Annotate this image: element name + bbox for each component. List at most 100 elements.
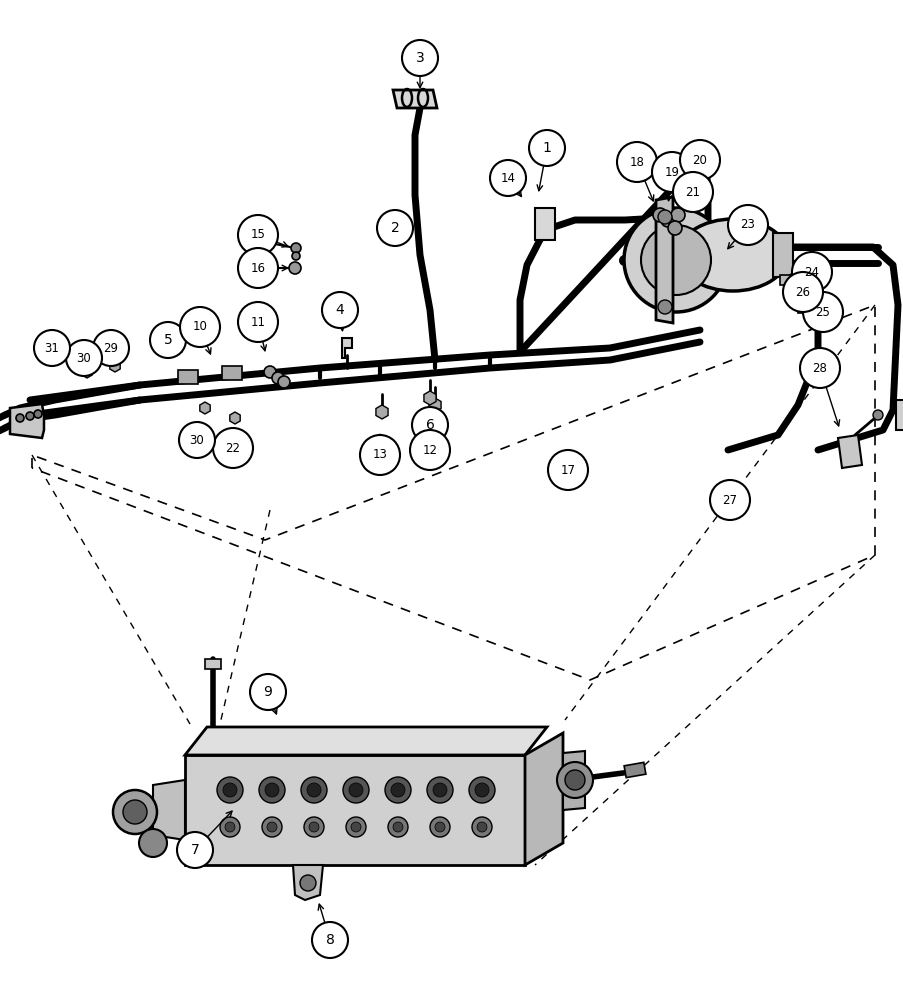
Polygon shape	[895, 400, 903, 430]
Text: 29: 29	[103, 342, 118, 355]
Circle shape	[393, 822, 403, 832]
Circle shape	[213, 428, 253, 468]
Circle shape	[307, 783, 321, 797]
Circle shape	[349, 783, 363, 797]
Circle shape	[387, 817, 407, 837]
Text: 22: 22	[225, 442, 240, 454]
Circle shape	[477, 822, 487, 832]
Text: 16: 16	[250, 261, 265, 274]
Circle shape	[471, 817, 491, 837]
Circle shape	[292, 252, 300, 260]
Circle shape	[237, 302, 278, 342]
Text: 6: 6	[425, 418, 434, 432]
Text: 30: 30	[190, 434, 204, 446]
Circle shape	[250, 674, 285, 710]
Circle shape	[872, 410, 882, 420]
Text: 4: 4	[335, 303, 344, 317]
Polygon shape	[837, 435, 861, 468]
Circle shape	[350, 822, 360, 832]
Circle shape	[223, 783, 237, 797]
Polygon shape	[205, 659, 220, 669]
Polygon shape	[393, 90, 436, 108]
Circle shape	[528, 130, 564, 166]
Polygon shape	[535, 208, 554, 240]
Circle shape	[139, 829, 167, 857]
Polygon shape	[185, 727, 546, 755]
Polygon shape	[797, 303, 817, 313]
Circle shape	[433, 783, 446, 797]
Polygon shape	[789, 290, 809, 300]
Circle shape	[547, 450, 587, 490]
Text: 24: 24	[804, 265, 819, 278]
Circle shape	[123, 800, 147, 824]
Text: 15: 15	[250, 229, 265, 241]
Polygon shape	[185, 755, 525, 865]
Circle shape	[623, 208, 727, 312]
Circle shape	[469, 777, 495, 803]
Circle shape	[291, 243, 301, 253]
Circle shape	[564, 770, 584, 790]
Text: 19: 19	[664, 166, 679, 179]
Text: 23: 23	[740, 219, 755, 232]
Circle shape	[670, 208, 684, 222]
Text: 21: 21	[684, 186, 700, 198]
Circle shape	[34, 330, 70, 366]
Circle shape	[672, 172, 712, 212]
Circle shape	[225, 822, 235, 832]
Circle shape	[34, 410, 42, 418]
Circle shape	[617, 142, 656, 182]
Polygon shape	[222, 366, 242, 380]
Circle shape	[489, 160, 526, 196]
Circle shape	[679, 140, 719, 180]
Circle shape	[237, 248, 278, 288]
Circle shape	[259, 777, 284, 803]
Circle shape	[385, 777, 411, 803]
Circle shape	[346, 817, 366, 837]
Polygon shape	[772, 233, 792, 277]
Circle shape	[782, 272, 822, 312]
Polygon shape	[781, 270, 803, 290]
Circle shape	[272, 372, 284, 384]
Circle shape	[303, 817, 323, 837]
Circle shape	[301, 777, 327, 803]
Circle shape	[391, 783, 405, 797]
Circle shape	[556, 762, 592, 798]
Circle shape	[321, 292, 358, 328]
Circle shape	[180, 307, 219, 347]
Polygon shape	[178, 370, 198, 384]
Circle shape	[264, 366, 275, 378]
Polygon shape	[623, 762, 645, 778]
Circle shape	[177, 832, 213, 868]
Text: 13: 13	[372, 448, 387, 462]
Circle shape	[342, 777, 368, 803]
Circle shape	[237, 215, 278, 255]
Text: 8: 8	[325, 933, 334, 947]
Polygon shape	[779, 275, 799, 285]
Text: 3: 3	[415, 51, 424, 65]
Circle shape	[217, 777, 243, 803]
Circle shape	[640, 225, 711, 295]
Text: 10: 10	[192, 320, 207, 334]
Circle shape	[262, 817, 282, 837]
Circle shape	[300, 875, 316, 891]
Circle shape	[660, 213, 675, 227]
Circle shape	[430, 817, 450, 837]
Circle shape	[657, 300, 671, 314]
Polygon shape	[293, 865, 322, 900]
Polygon shape	[341, 338, 351, 358]
Circle shape	[26, 412, 34, 420]
Ellipse shape	[677, 219, 787, 291]
Circle shape	[66, 340, 102, 376]
Circle shape	[412, 407, 448, 443]
Circle shape	[289, 262, 301, 274]
Circle shape	[219, 817, 239, 837]
Circle shape	[150, 322, 186, 358]
Circle shape	[113, 790, 157, 834]
Circle shape	[799, 348, 839, 388]
Circle shape	[16, 414, 24, 422]
Circle shape	[474, 783, 489, 797]
Circle shape	[278, 376, 290, 388]
Circle shape	[434, 822, 444, 832]
Circle shape	[179, 422, 215, 458]
Text: 30: 30	[77, 352, 91, 364]
